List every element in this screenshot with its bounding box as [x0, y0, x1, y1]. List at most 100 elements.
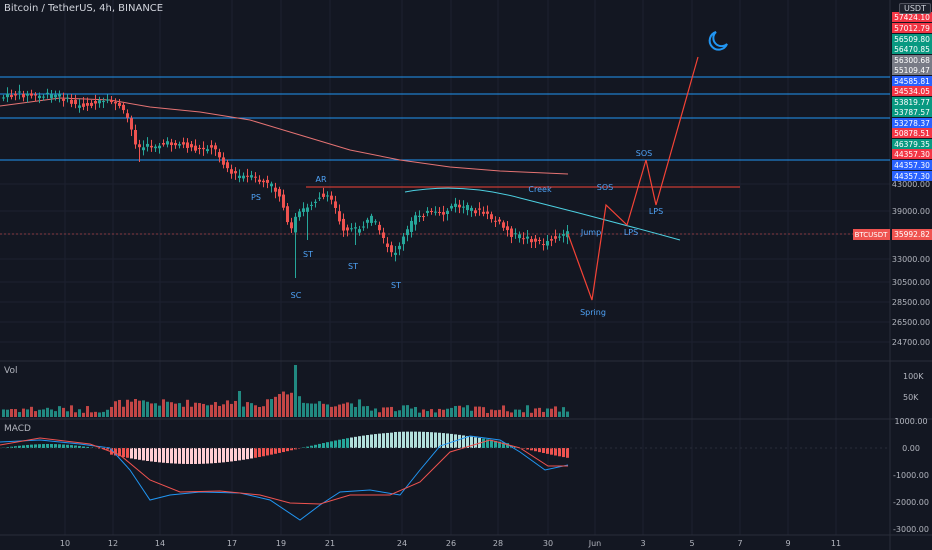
- macd-histogram-bar: [38, 444, 41, 448]
- candle-body: [238, 175, 241, 178]
- candle-body: [398, 245, 401, 250]
- volume-bar: [334, 406, 337, 417]
- price-tag-bg: [892, 65, 932, 75]
- volume-bar: [494, 410, 497, 417]
- time-tick-label: 21: [325, 539, 335, 548]
- volume-pane-label: Vol: [4, 366, 18, 376]
- candle-body: [314, 201, 317, 203]
- volume-bar: [198, 403, 201, 417]
- volume-bar: [538, 407, 541, 417]
- macd-histogram-bar: [378, 433, 381, 448]
- price-tick-label: 24700.00: [892, 338, 930, 347]
- candle-body: [466, 205, 469, 211]
- macd-histogram-bar: [350, 437, 353, 448]
- volume-bar: [402, 405, 405, 417]
- candle-body: [542, 244, 545, 246]
- macd-histogram-bar: [482, 438, 485, 448]
- volume-bar: [262, 406, 265, 417]
- macd-histogram-bar: [142, 448, 145, 461]
- candles[interactable]: [2, 84, 569, 278]
- horizontal-levels[interactable]: [0, 76, 890, 235]
- macd-histogram-bar: [186, 448, 189, 464]
- macd-histogram-bar: [494, 440, 497, 448]
- volume-bar: [234, 400, 237, 417]
- chart-grid: [0, 0, 890, 535]
- volume-bar: [282, 391, 285, 417]
- candle-body: [14, 93, 17, 96]
- currency-badge[interactable]: USDT: [899, 3, 931, 14]
- candle-body: [82, 103, 85, 107]
- candle-body: [378, 224, 381, 231]
- volume-bar: [518, 409, 521, 417]
- macd-histogram-bar: [122, 448, 125, 458]
- macd-histogram-bar: [514, 446, 517, 448]
- macd-histogram-bar: [150, 448, 153, 462]
- candle-body: [18, 91, 21, 93]
- volume-bar: [366, 406, 369, 417]
- price-axis[interactable]: 43000.0039000.0036000.0033000.0030500.00…: [892, 180, 930, 534]
- candle-body: [118, 102, 121, 106]
- candle-body: [90, 102, 93, 106]
- candle-body: [534, 238, 537, 242]
- price-tag-bg: [892, 44, 932, 54]
- time-axis[interactable]: 10 12 14 17 19 21 24 26 28 30 Jun 3 5 7 9 11: [60, 539, 841, 548]
- macd-histogram-bar: [258, 448, 261, 458]
- macd-histogram-bar: [182, 448, 185, 464]
- candle-body: [462, 206, 465, 208]
- volume-bar: [546, 408, 549, 417]
- volume-bar: [278, 394, 281, 417]
- macd-histogram-bar: [466, 435, 469, 448]
- volume-bar: [2, 409, 5, 417]
- volume-bar: [166, 401, 169, 417]
- candle-body: [294, 216, 297, 233]
- candle-body: [242, 175, 245, 179]
- candle-body: [414, 215, 417, 225]
- price-tag-value: 44357.30: [894, 172, 930, 181]
- candle-body: [562, 234, 565, 236]
- macd-histogram-bar: [230, 448, 233, 462]
- candle-body: [70, 99, 73, 104]
- moving-average-line: [0, 97, 569, 175]
- macd-histogram-bar: [262, 448, 265, 457]
- candle-body: [474, 210, 477, 214]
- price-tag-value: 46379.35: [894, 140, 930, 149]
- wyckoff-label: SOS: [597, 183, 613, 192]
- price-tag-value: 54534.05: [894, 87, 930, 96]
- candle-body: [298, 211, 301, 218]
- candle-body: [278, 189, 281, 197]
- price-tag-bg: [892, 34, 932, 44]
- volume-bar: [454, 406, 457, 417]
- candle-body: [366, 219, 369, 223]
- macd-histogram-bar: [50, 444, 53, 448]
- candle-body: [530, 239, 533, 243]
- candle-body: [178, 144, 181, 146]
- macd-histogram-bar: [410, 431, 413, 448]
- accumulation-curve: [404, 187, 681, 241]
- candle-body: [458, 204, 461, 208]
- candle-body: [182, 142, 185, 145]
- volume-bar: [186, 399, 189, 417]
- macd-histogram-bar: [234, 448, 237, 461]
- wyckoff-drawings[interactable]: [306, 56, 740, 301]
- macd-histogram-bar: [146, 448, 149, 461]
- candle-body: [486, 211, 489, 214]
- volume-bar: [162, 399, 165, 417]
- macd-histogram-bar: [358, 436, 361, 448]
- price-tick-label: 43000.00: [892, 180, 930, 189]
- macd-histogram-bar: [254, 448, 257, 458]
- volume-bar: [146, 401, 149, 417]
- candle-body: [222, 157, 225, 165]
- candle-body: [78, 105, 81, 108]
- candle-body: [142, 147, 145, 151]
- volume-bar: [286, 394, 289, 417]
- volume-bar: [382, 407, 385, 417]
- volume-bar: [14, 409, 17, 417]
- macd-histogram-bar: [158, 448, 161, 463]
- macd-histogram-bar: [126, 448, 129, 458]
- price-tag-value: 55109.47: [894, 66, 930, 75]
- volume-bar: [182, 406, 185, 417]
- macd-histogram-bar: [14, 446, 17, 448]
- volume-bar: [142, 400, 145, 417]
- macd-histogram-bar: [154, 448, 157, 462]
